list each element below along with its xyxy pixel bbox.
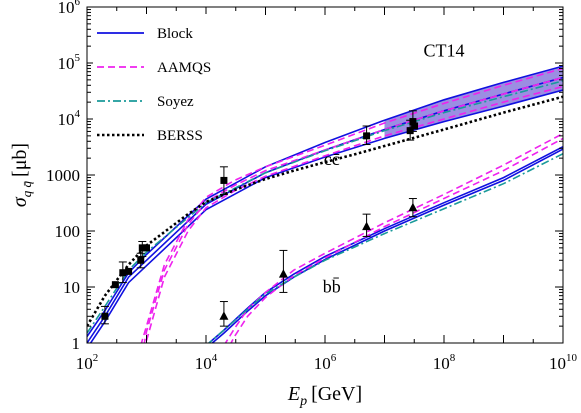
bottom-data-point-3 (362, 213, 372, 237)
aamqs-b-curve-4 (224, 132, 563, 343)
annotation-2: cc̄ (324, 149, 340, 169)
annotation-3: bb̄ (323, 276, 341, 296)
x-tick-label: 108 (433, 352, 456, 373)
legend-background (93, 14, 241, 140)
y-tick-label: 106 (58, 0, 81, 17)
y-tick-label: 10 (63, 278, 80, 297)
y-axis-title: σq q̄[μb] (9, 143, 34, 207)
block-b-curve-5 (211, 148, 563, 343)
block-c-curve-2 (87, 65, 563, 338)
charm-data-point-2 (111, 281, 119, 289)
y-tick-label: 1000 (46, 166, 80, 185)
block-c-curve-3 (89, 89, 563, 343)
y-tick-label: 1 (72, 334, 81, 353)
y-tick-label: 104 (58, 108, 81, 129)
charm-data-point-3 (118, 261, 127, 284)
x-tick-label: 106 (314, 352, 337, 373)
soyez-b-curve-2 (207, 152, 563, 343)
charm-data-point-5 (136, 252, 145, 269)
legend-label-berss: BERSS (157, 128, 203, 144)
charm-data-point-4 (125, 267, 133, 275)
bottom-data-point-4 (408, 198, 418, 218)
x-tick-label: 104 (195, 352, 218, 373)
data-points (100, 110, 419, 327)
charm-data-point-8 (219, 166, 228, 195)
bottom-data-point-2 (278, 249, 288, 293)
aamqs-c-curve-1 (140, 67, 563, 343)
aamqs-c-curve-3 (145, 85, 563, 341)
charm-data-point-12 (411, 122, 419, 130)
bottom-data-point-1 (219, 301, 229, 327)
tick-labels: 102 104 106 108 1010 1 10 100 1000 104 105 106 (46, 0, 578, 373)
axis-ticks (86, 6, 564, 344)
aamqs-b-curve-5 (230, 137, 563, 343)
x-tick-label: 1010 (549, 352, 578, 373)
soyez-c-curve-1 (87, 80, 563, 334)
x-axis-title: Ep [GeV] (287, 383, 362, 409)
x-tick-label: 102 (76, 352, 99, 373)
legend-label-soyez: Soyez (157, 94, 194, 110)
charm-data-point-6 (138, 240, 147, 258)
charm-data-point-1 (100, 305, 109, 325)
curves (87, 65, 563, 343)
aamqs-c-curve-2 (143, 76, 563, 343)
charm-data-point-7 (143, 244, 150, 252)
y-tick-label: 100 (55, 222, 81, 241)
annotation-1: CT14 (423, 41, 464, 61)
legend-label-block: Block (157, 26, 193, 42)
y-tick-label: 105 (58, 52, 81, 73)
charm-data-point-9 (362, 125, 371, 146)
legend-label-aamqs: AAMQS (157, 60, 211, 76)
annotations: CT14 cc̄ bb̄ (323, 41, 465, 297)
legend: Block AAMQS Soyez BERSS (93, 14, 241, 144)
